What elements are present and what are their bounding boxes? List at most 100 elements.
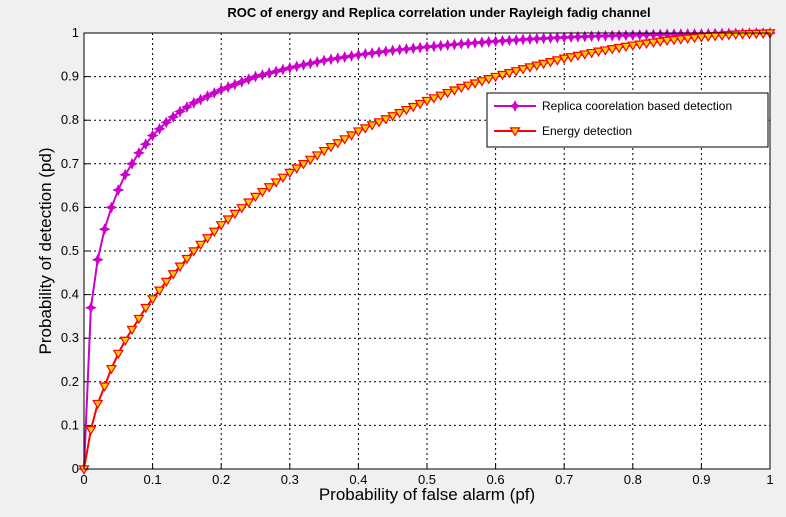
series-marker-energy	[400, 105, 412, 116]
series-marker-energy	[558, 54, 570, 64]
series-marker-energy	[490, 72, 502, 83]
series-marker-energy	[291, 164, 303, 174]
y-tick-label: 0.1	[61, 417, 79, 432]
series-marker-energy	[160, 277, 172, 288]
series-marker-energy	[606, 45, 618, 55]
series-marker-energy	[236, 204, 248, 214]
series-marker-replica	[187, 96, 200, 109]
series-marker-replica	[98, 223, 111, 236]
y-tick-label: 0.3	[61, 330, 79, 345]
series-marker-replica	[153, 122, 166, 135]
x-tick-label: 0.2	[212, 472, 230, 487]
series-marker-energy	[140, 303, 152, 314]
series-marker-energy	[249, 192, 262, 203]
series-marker-energy	[723, 31, 735, 41]
series-marker-replica	[139, 138, 152, 151]
series-marker-energy	[359, 124, 371, 134]
series-marker-energy	[229, 209, 241, 220]
series-marker-replica	[126, 157, 138, 170]
series-marker-energy	[448, 86, 460, 96]
y-tick-label: 0.6	[61, 199, 79, 214]
series-marker-replica	[592, 30, 605, 43]
series-marker-replica	[613, 29, 626, 42]
legend-box	[486, 92, 769, 148]
series-marker-energy	[112, 349, 124, 360]
series-marker-replica	[208, 86, 221, 99]
series-marker-energy	[634, 40, 646, 50]
series-marker-energy	[215, 221, 227, 231]
series-marker-replica	[167, 110, 180, 123]
series-marker-energy	[345, 131, 358, 141]
chart-title: ROC of energy and Replica correlation un…	[227, 5, 650, 20]
x-tick-label: 0.4	[349, 472, 367, 487]
series-marker-energy	[496, 70, 509, 81]
legend-marker-symbol-replica	[509, 100, 521, 112]
series-marker-energy	[750, 29, 762, 40]
series-marker-energy	[195, 240, 207, 251]
series-marker-energy	[174, 262, 186, 272]
x-axis-label: Probability of false alarm (pf)	[319, 485, 535, 504]
series-marker-energy	[586, 48, 598, 59]
series-marker-energy	[133, 314, 145, 325]
series-marker-energy	[421, 96, 433, 107]
x-tick-label: 0.8	[624, 472, 642, 487]
legend: Replica coorelation based detection Ener…	[486, 92, 769, 148]
series-marker-replica	[146, 129, 159, 142]
series-marker-energy	[428, 94, 440, 104]
series-marker-energy	[105, 364, 117, 375]
x-tick-label: 0.6	[487, 472, 505, 487]
series-marker-energy	[208, 227, 220, 238]
series-marker-energy	[551, 56, 563, 66]
y-tick-label: 0.9	[61, 69, 79, 84]
series-marker-energy	[126, 325, 138, 336]
series-marker-replica	[112, 184, 125, 196]
series-marker-energy	[455, 83, 467, 94]
series-marker-energy	[503, 69, 515, 79]
series-marker-energy	[352, 127, 364, 137]
axis-ticks: 0 0.1 0.2 0.3 0.4 0.5 0.6 0.7 0.8 0.9 1 0 0.1 0.2 0.3 0…	[61, 25, 774, 487]
series-marker-replica	[222, 81, 235, 94]
series-marker-energy	[407, 102, 419, 113]
series-marker-energy	[620, 42, 632, 53]
series-marker-energy	[661, 36, 673, 47]
series-marker-energy	[469, 79, 481, 89]
series-marker-energy	[572, 51, 584, 62]
series-marker-energy	[277, 173, 289, 183]
series-marker-energy	[517, 65, 529, 75]
y-axis-label: Probability of detection (pd)	[36, 148, 55, 355]
series-marker-energy	[201, 234, 214, 244]
x-tick-label: 0.5	[418, 472, 436, 487]
series-marker-energy	[92, 399, 104, 410]
series-marker-energy	[318, 146, 330, 157]
legend-entry-energy: Energy detection	[542, 124, 632, 138]
series-marker-energy	[544, 58, 557, 68]
x-tick-label: 0.7	[555, 472, 573, 487]
series-marker-replica	[606, 29, 619, 42]
series-marker-energy	[565, 53, 577, 63]
series-marker-energy	[147, 295, 159, 305]
series-marker-energy	[167, 270, 179, 280]
series-marker-replica	[119, 168, 132, 181]
series-marker-replica	[180, 101, 193, 114]
series-marker-energy	[647, 38, 659, 49]
series-marker-replica	[215, 83, 228, 96]
x-tick-label: 1	[766, 472, 773, 487]
legend-marker-replica	[509, 100, 521, 112]
series-marker-energy	[640, 39, 653, 49]
legend-marker-symbol-energy	[509, 127, 521, 137]
series-marker-replica	[242, 73, 255, 86]
series-marker-replica	[84, 301, 97, 314]
series-marker-replica	[174, 105, 186, 118]
series-marker-energy	[462, 81, 474, 92]
series-marker-energy	[263, 183, 275, 193]
y-tick-label: 0.7	[61, 156, 79, 171]
series-marker-energy	[181, 254, 193, 265]
series-marker-energy	[757, 29, 769, 39]
x-tick-label: 0.1	[144, 472, 162, 487]
series-marker-replica	[132, 146, 145, 159]
series-marker-replica	[619, 29, 632, 42]
series-marker-energy	[654, 37, 666, 48]
series-marker-energy	[524, 63, 536, 73]
series-marker-energy	[599, 46, 611, 56]
